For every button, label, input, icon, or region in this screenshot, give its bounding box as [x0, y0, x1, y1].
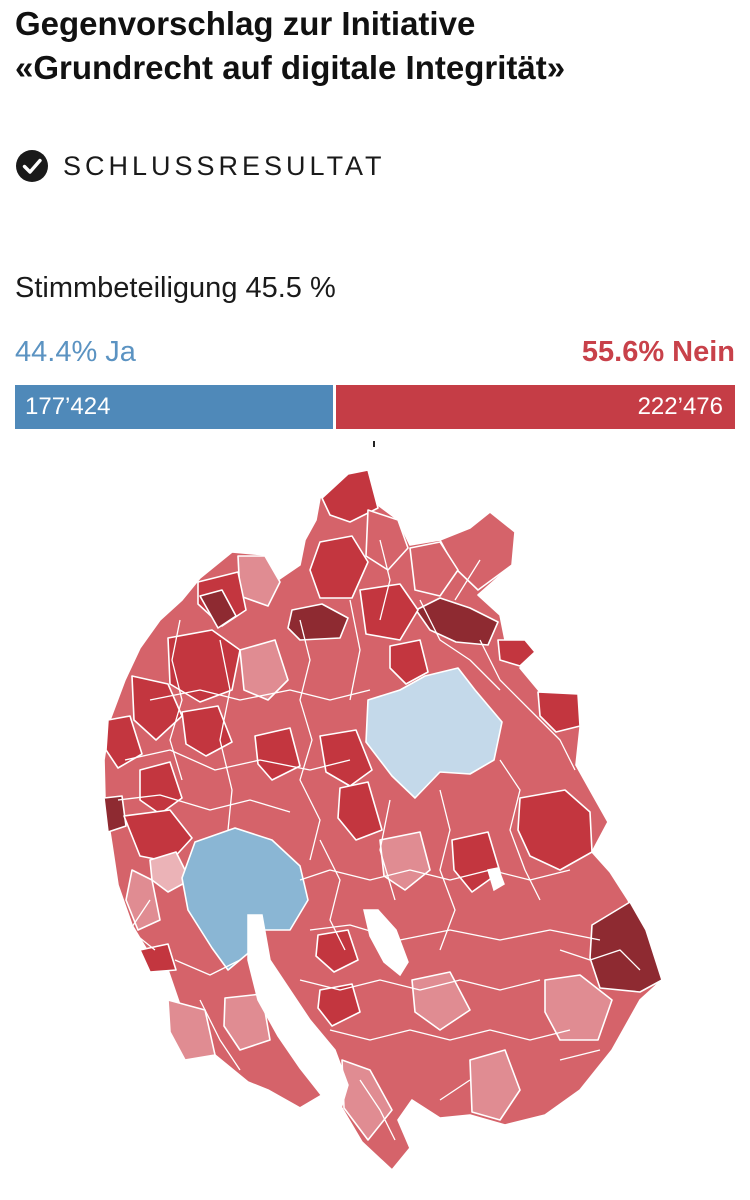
- bar-divider: [333, 385, 336, 429]
- municipality-north-high-2[interactable]: [359, 583, 419, 641]
- municipality-center-high-4[interactable]: [389, 639, 429, 685]
- municipality-border-line: [174, 959, 241, 976]
- municipality-border-line: [419, 599, 501, 691]
- municipality-border-line: [117, 794, 291, 813]
- no-votes: 222’476: [637, 393, 723, 420]
- municipality-winterthur[interactable]: [365, 667, 503, 799]
- municipality-fischenthal[interactable]: [589, 901, 663, 993]
- result-status: SCHLUSSRESULTAT: [15, 148, 386, 184]
- yes-label: Ja: [105, 336, 136, 368]
- municipality-border-line: [319, 839, 346, 951]
- municipality-west-light-1[interactable]: [239, 639, 289, 701]
- municipality-center-light-1[interactable]: [379, 831, 431, 891]
- lake-zurich: [247, 914, 349, 1114]
- municipality-west-high-3[interactable]: [181, 705, 233, 757]
- municipality-border-line: [129, 899, 156, 951]
- municipality-border-line: [559, 949, 641, 971]
- municipality-border-line: [439, 1079, 471, 1101]
- canton-map: [103, 469, 663, 1171]
- municipality-center-light-2[interactable]: [223, 993, 271, 1051]
- municipality-border-line: [299, 979, 541, 991]
- municipality-center-high-5[interactable]: [139, 943, 177, 973]
- yes-percent: 44.4%: [15, 336, 98, 368]
- municipality-south-light-5[interactable]: [469, 1049, 521, 1121]
- municipality-border-line: [329, 1029, 571, 1041]
- municipality-border-line: [124, 749, 351, 771]
- municipality-border-line: [299, 619, 321, 861]
- municipality-north-high-3[interactable]: [497, 639, 536, 667]
- municipality-northeast[interactable]: [439, 511, 516, 591]
- majority-tick: [373, 441, 375, 447]
- turnout-label: Stimmbeteiligung: [15, 272, 238, 304]
- municipality-south-light-1[interactable]: [167, 999, 216, 1061]
- municipality-center-high-1[interactable]: [254, 727, 301, 781]
- result-bar: 177’424 222’476: [15, 385, 735, 429]
- turnout: Stimmbeteiligung 45.5 %: [15, 272, 336, 305]
- title-line-2: «Grundrecht auf digitale Integrität»: [15, 49, 566, 86]
- municipality-south-light-3[interactable]: [544, 974, 613, 1041]
- municipality-border-line: [479, 639, 576, 771]
- municipality-lake-high[interactable]: [315, 929, 359, 973]
- municipality-limmat-faint[interactable]: [149, 851, 191, 893]
- municipality-layer: [103, 469, 663, 1171]
- municipality-west-strong[interactable]: [103, 795, 127, 833]
- municipality-border-line: [359, 1079, 396, 1141]
- municipality-north-strong-2[interactable]: [415, 597, 499, 646]
- municipality-border-line: [379, 539, 391, 621]
- municipality-north-medium-2[interactable]: [409, 541, 459, 597]
- municipality-border-line: [309, 924, 601, 941]
- municipality-north-high-1[interactable]: [309, 535, 369, 599]
- municipality-west-high-5[interactable]: [139, 761, 183, 815]
- municipality-border-line: [439, 789, 456, 951]
- municipality-rafz[interactable]: [321, 469, 379, 523]
- municipality-border-line: [199, 999, 241, 1071]
- municipality-border-line: [149, 689, 371, 701]
- municipality-east-high-3[interactable]: [537, 691, 581, 733]
- municipality-eglisau[interactable]: [199, 589, 237, 629]
- no-result-label: 55.6% Nein: [582, 336, 735, 369]
- yes-votes: 177’424: [25, 393, 111, 420]
- municipality-west-high-4[interactable]: [105, 715, 143, 769]
- municipality-border-line: [379, 799, 396, 901]
- municipality-center-high-3[interactable]: [337, 781, 383, 841]
- municipality-border-line: [349, 599, 361, 701]
- no-label: Nein: [672, 336, 735, 368]
- title-line-1: Gegenvorschlag zur Initiative: [15, 5, 476, 42]
- municipality-west-high-2[interactable]: [131, 675, 183, 741]
- status-label: SCHLUSSRESULTAT: [63, 150, 386, 181]
- municipality-north-medium-1[interactable]: [365, 509, 409, 571]
- check-circle-icon: [16, 150, 48, 182]
- municipality-meilen-high[interactable]: [317, 983, 361, 1027]
- lake-pfaeffikersee: [487, 867, 505, 892]
- municipality-border-line: [454, 559, 481, 601]
- municipality-border-line: [299, 869, 571, 881]
- municipality-south-light-2[interactable]: [411, 971, 471, 1031]
- canton-outline[interactable]: [103, 469, 663, 1171]
- yes-result-label: 44.4% Ja: [15, 336, 136, 369]
- municipality-border-line: [219, 639, 233, 831]
- lake-greifensee: [363, 909, 409, 977]
- no-percent: 55.6%: [581, 336, 665, 368]
- yes-bar-segment: 177’424: [15, 385, 333, 429]
- municipality-border-line: [169, 619, 183, 781]
- turnout-value: 45.5 %: [245, 272, 336, 304]
- municipality-borders: [117, 539, 641, 1141]
- page-title: Gegenvorschlag zur Initiative «Grundrech…: [15, 2, 735, 90]
- municipality-border-line: [559, 1049, 601, 1061]
- municipality-east-high-1[interactable]: [517, 789, 593, 871]
- municipality-west-light-2[interactable]: [125, 869, 161, 931]
- no-bar-segment: 222’476: [336, 385, 735, 429]
- municipality-limmat-high[interactable]: [123, 809, 193, 863]
